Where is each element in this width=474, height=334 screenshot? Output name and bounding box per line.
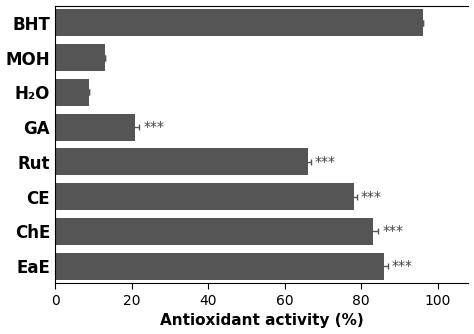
Text: ***: *** — [392, 259, 413, 273]
Bar — [55, 253, 384, 280]
Text: ***: *** — [383, 224, 403, 238]
Bar — [55, 148, 308, 175]
X-axis label: Antioxidant activity (%): Antioxidant activity (%) — [160, 313, 364, 328]
Bar — [55, 9, 422, 36]
Bar — [55, 183, 354, 210]
Bar — [55, 79, 90, 106]
Text: ***: *** — [315, 155, 336, 169]
Bar — [55, 44, 105, 71]
Bar — [55, 114, 136, 141]
Text: ***: *** — [143, 120, 164, 134]
Bar — [55, 218, 373, 245]
Text: ***: *** — [361, 190, 382, 204]
